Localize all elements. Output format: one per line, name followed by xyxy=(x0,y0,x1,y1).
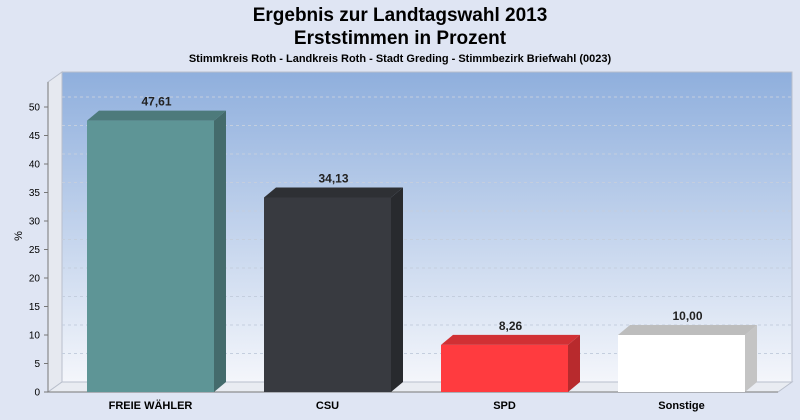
data-label: 10,00 xyxy=(672,309,702,323)
bar-side xyxy=(745,325,757,392)
title-line-1: Ergebnis zur Landtagswahl 2013 xyxy=(252,5,548,26)
y-tick-label: 45 xyxy=(29,131,41,142)
bar-front xyxy=(618,335,745,392)
bar-0 xyxy=(87,110,226,393)
y-tick-label: 10 xyxy=(29,331,41,342)
bar-front xyxy=(441,344,568,392)
x-category-label: Sonstige xyxy=(658,400,704,412)
data-label: 47,61 xyxy=(141,95,171,109)
y-axis-label: % xyxy=(13,231,25,241)
y-tick-label: 25 xyxy=(29,245,41,256)
bar-top xyxy=(618,325,757,335)
bar-side xyxy=(391,187,403,392)
y-tick-label: 5 xyxy=(34,359,40,370)
y-tick-label: 0 xyxy=(34,388,40,399)
chart-subtitle: Stimmkreis Roth - Landkreis Roth - Stadt… xyxy=(188,53,612,65)
x-category-label: SPD xyxy=(493,400,516,412)
y-tick-label: 35 xyxy=(29,188,41,199)
data-label: 8,26 xyxy=(499,319,523,333)
bar-1 xyxy=(264,187,403,392)
y-tick-label: 15 xyxy=(29,302,41,313)
y-tick-label: 40 xyxy=(29,160,41,171)
x-category-label: CSU xyxy=(316,400,339,412)
bar-3 xyxy=(618,325,757,392)
bar-side xyxy=(568,334,580,392)
bar-front xyxy=(264,197,391,392)
plot-left-wall xyxy=(47,71,63,393)
y-tick-label: 20 xyxy=(29,274,41,285)
data-label: 34,13 xyxy=(318,171,348,185)
y-tick-label: 50 xyxy=(29,103,41,114)
bar-side xyxy=(214,110,226,393)
bar-front xyxy=(87,120,214,393)
bar-top xyxy=(441,334,580,345)
bar-top xyxy=(264,187,403,198)
y-tick-label: 30 xyxy=(29,217,41,228)
chart-title: Ergebnis zur Landtagswahl 2013 Erststimm… xyxy=(0,4,800,50)
title-line-2: Erststimmen in Prozent xyxy=(293,28,507,49)
bar-top xyxy=(87,110,226,121)
bar-2 xyxy=(441,334,580,392)
x-category-label: FREIE WÄHLER xyxy=(109,399,193,412)
